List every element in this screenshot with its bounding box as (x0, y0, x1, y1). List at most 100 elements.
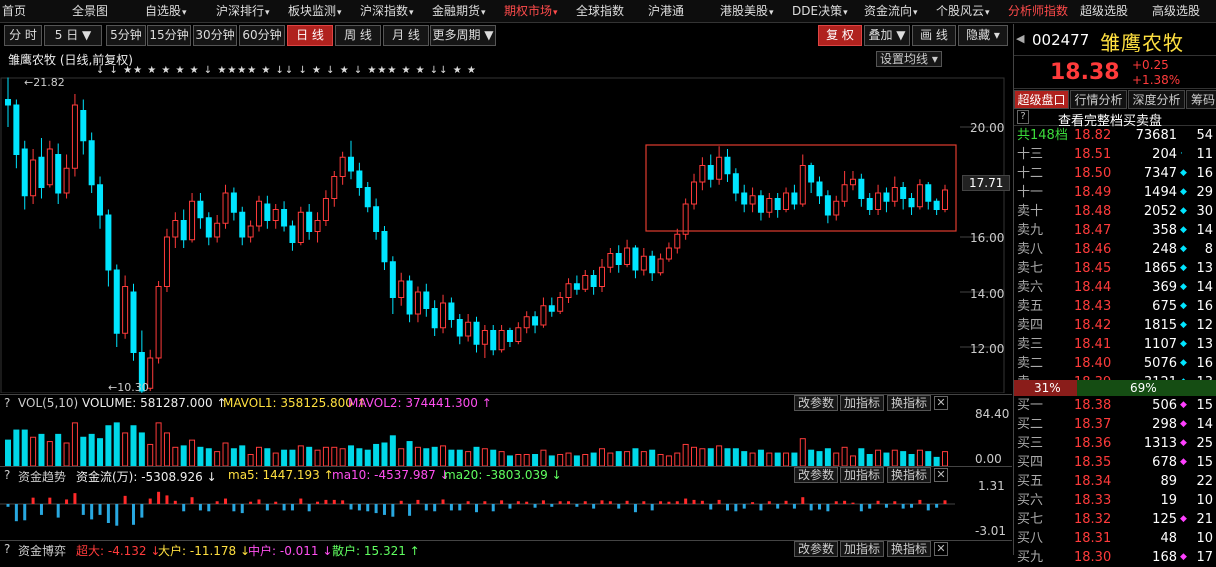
asks-row[interactable]: 卖四 18.42 1815 ◆ 12 (1014, 316, 1216, 335)
collapse-arrow-icon[interactable]: ◀ (1016, 32, 1025, 45)
period-button-9[interactable]: 更多周期 ▼ (430, 25, 496, 46)
vol-params-button[interactable]: 改参数 (794, 395, 839, 411)
tool-button-0[interactable]: 复 权 (818, 25, 862, 46)
volume-bar (373, 443, 380, 466)
period-button-8[interactable]: 月 线 (383, 25, 429, 46)
panel-tab-3[interactable]: 筹码 (1186, 90, 1216, 109)
panel-tab-0[interactable]: 超级盘口 (1014, 90, 1069, 109)
full-orderbook-link[interactable]: 查看完整档买卖盘 (1058, 114, 1163, 129)
volume-bar (289, 449, 296, 466)
nav-item-8[interactable]: 全球指数 (576, 0, 624, 23)
nav-item-12[interactable]: 资金流向▾ (864, 0, 918, 23)
asks-row[interactable]: 卖二 18.40 5076 ◆ 16 (1014, 354, 1216, 373)
volume-bar (866, 454, 873, 466)
panel-tab-2[interactable]: 深度分析 (1128, 90, 1185, 109)
fund-params-button[interactable]: 改参数 (794, 467, 839, 483)
asks-row[interactable]: 卖六 18.44 369 ◆ 14 (1014, 278, 1216, 297)
period-button-2[interactable]: 5分钟 (106, 25, 146, 46)
vol-add-indicator-button[interactable]: 加指标 (840, 395, 885, 411)
period-button-5[interactable]: 60分钟 (239, 25, 285, 46)
nav-item-13[interactable]: 个股风云▾ (936, 0, 990, 23)
vol-close-icon[interactable]: ✕ (934, 396, 948, 410)
asks-price: 18.47 (1074, 223, 1112, 238)
fund-help-icon[interactable]: ? (4, 468, 11, 482)
period-button-1[interactable]: 5 日 ▼ (44, 25, 102, 46)
panel-tab-1[interactable]: 行情分析 (1070, 90, 1127, 109)
bids-row[interactable]: 买四 18.35 678 ◆ 15 (1014, 453, 1216, 472)
asks-row[interactable]: 卖八 18.46 248 ◆ 8 (1014, 240, 1216, 259)
nav-item-16[interactable]: 高级选股 (1152, 0, 1200, 23)
bids-row[interactable]: 买三 18.36 1313 ◆ 25 (1014, 434, 1216, 453)
candle-body (147, 357, 154, 389)
volume-bar (172, 446, 179, 466)
bids-row[interactable]: 买一 18.38 506 ◆ 15 (1014, 396, 1216, 415)
bids-vol: 1313 (1143, 436, 1177, 451)
tool-button-3[interactable]: 隐藏 ▾ (958, 25, 1008, 46)
candle-body (55, 154, 62, 194)
bids-label: 买七 (1017, 512, 1044, 527)
fund-bar (232, 504, 236, 512)
candle-body (883, 192, 890, 202)
total-count: 54 (1196, 128, 1213, 143)
nav-item-3[interactable]: 沪深排行▾ (216, 0, 270, 23)
candle-body (615, 253, 622, 265)
nav-item-10[interactable]: 港股美股▾ (720, 0, 774, 23)
asks-row[interactable]: 卖三 18.41 1107 ◆ 13 (1014, 335, 1216, 354)
candle-body (473, 321, 480, 345)
vol-help-icon[interactable]: ? (4, 396, 11, 410)
fund-bar (650, 504, 654, 511)
bids-row[interactable]: 买六 18.33 19 10 (1014, 491, 1216, 510)
candle-body (348, 156, 355, 172)
candle-body (691, 181, 698, 205)
asks-row[interactable]: 十三 18.51 204 · 11 (1014, 145, 1216, 164)
candle-body (398, 280, 405, 298)
nav-item-5[interactable]: 沪深指数▾ (360, 0, 414, 23)
fund-bar (382, 504, 386, 515)
candlestick-chart[interactable] (0, 48, 1012, 393)
nav-item-1[interactable]: 全景图 (72, 0, 108, 23)
period-button-7[interactable]: 周 线 (335, 25, 381, 46)
asks-row[interactable]: 卖十 18.48 2052 ◆ 30 (1014, 202, 1216, 221)
asks-row[interactable]: 十一 18.49 1494 ◆ 29 (1014, 183, 1216, 202)
fund-add-indicator-button[interactable]: 加指标 (840, 467, 885, 483)
orderbook-help-icon[interactable]: ? (1017, 110, 1029, 124)
bids-row[interactable]: 买九 18.30 168 ◆ 17 (1014, 548, 1216, 567)
fund-close-icon[interactable]: ✕ (934, 468, 948, 482)
bids-row[interactable]: 买五 18.34 89 22 (1014, 472, 1216, 491)
tool-button-1[interactable]: 叠加 ▼ (864, 25, 910, 46)
asks-cnt: 29 (1196, 185, 1213, 200)
vol-switch-indicator-button[interactable]: 换指标 (887, 395, 932, 411)
fund-bar (533, 504, 537, 508)
nav-item-2[interactable]: 自选股▾ (145, 0, 187, 23)
period-button-6[interactable]: 日 线 (287, 25, 333, 46)
asks-row[interactable]: 卖九 18.47 358 ◆ 14 (1014, 221, 1216, 240)
asks-row[interactable]: 十二 18.50 7347 ◆ 16 (1014, 164, 1216, 183)
period-button-3[interactable]: 15分钟 (147, 25, 191, 46)
volume-bar (582, 454, 589, 466)
nav-item-4[interactable]: 板块监测▾ (288, 0, 342, 23)
candle-body (97, 184, 104, 216)
period-button-4[interactable]: 30分钟 (193, 25, 237, 46)
asks-row[interactable]: 卖七 18.45 1865 ◆ 13 (1014, 259, 1216, 278)
nav-item-9[interactable]: 沪港通 (648, 0, 684, 23)
candle-body (21, 148, 28, 197)
bids-row[interactable]: 买七 18.32 125 ◆ 21 (1014, 510, 1216, 529)
fund-switch-indicator-button[interactable]: 换指标 (887, 467, 932, 483)
bids-row[interactable]: 买八 18.31 48 10 (1014, 529, 1216, 548)
game-close-icon[interactable]: ✕ (934, 542, 948, 556)
set-ma-button[interactable]: 设置均线 ▾ (876, 51, 942, 67)
fund-bar (173, 500, 177, 504)
nav-item-0[interactable]: 首页 (2, 0, 26, 23)
fund-bar (165, 495, 169, 504)
tool-button-2[interactable]: 画 线 (912, 25, 956, 46)
nav-item-15[interactable]: 超级选股 (1080, 0, 1128, 23)
period-button-0[interactable]: 分 时 (4, 25, 42, 46)
volume-bar (331, 446, 338, 466)
nav-item-14[interactable]: 分析师指数 (1008, 0, 1068, 23)
nav-item-7[interactable]: 期权市场▾ (504, 0, 558, 23)
asks-row[interactable]: 卖五 18.43 675 ◆ 16 (1014, 297, 1216, 316)
nav-item-6[interactable]: 金融期货▾ (432, 0, 486, 23)
nav-item-11[interactable]: DDE决策▾ (792, 0, 848, 23)
game-help-icon[interactable]: ? (4, 542, 11, 556)
bids-row[interactable]: 买二 18.37 298 ◆ 14 (1014, 415, 1216, 434)
